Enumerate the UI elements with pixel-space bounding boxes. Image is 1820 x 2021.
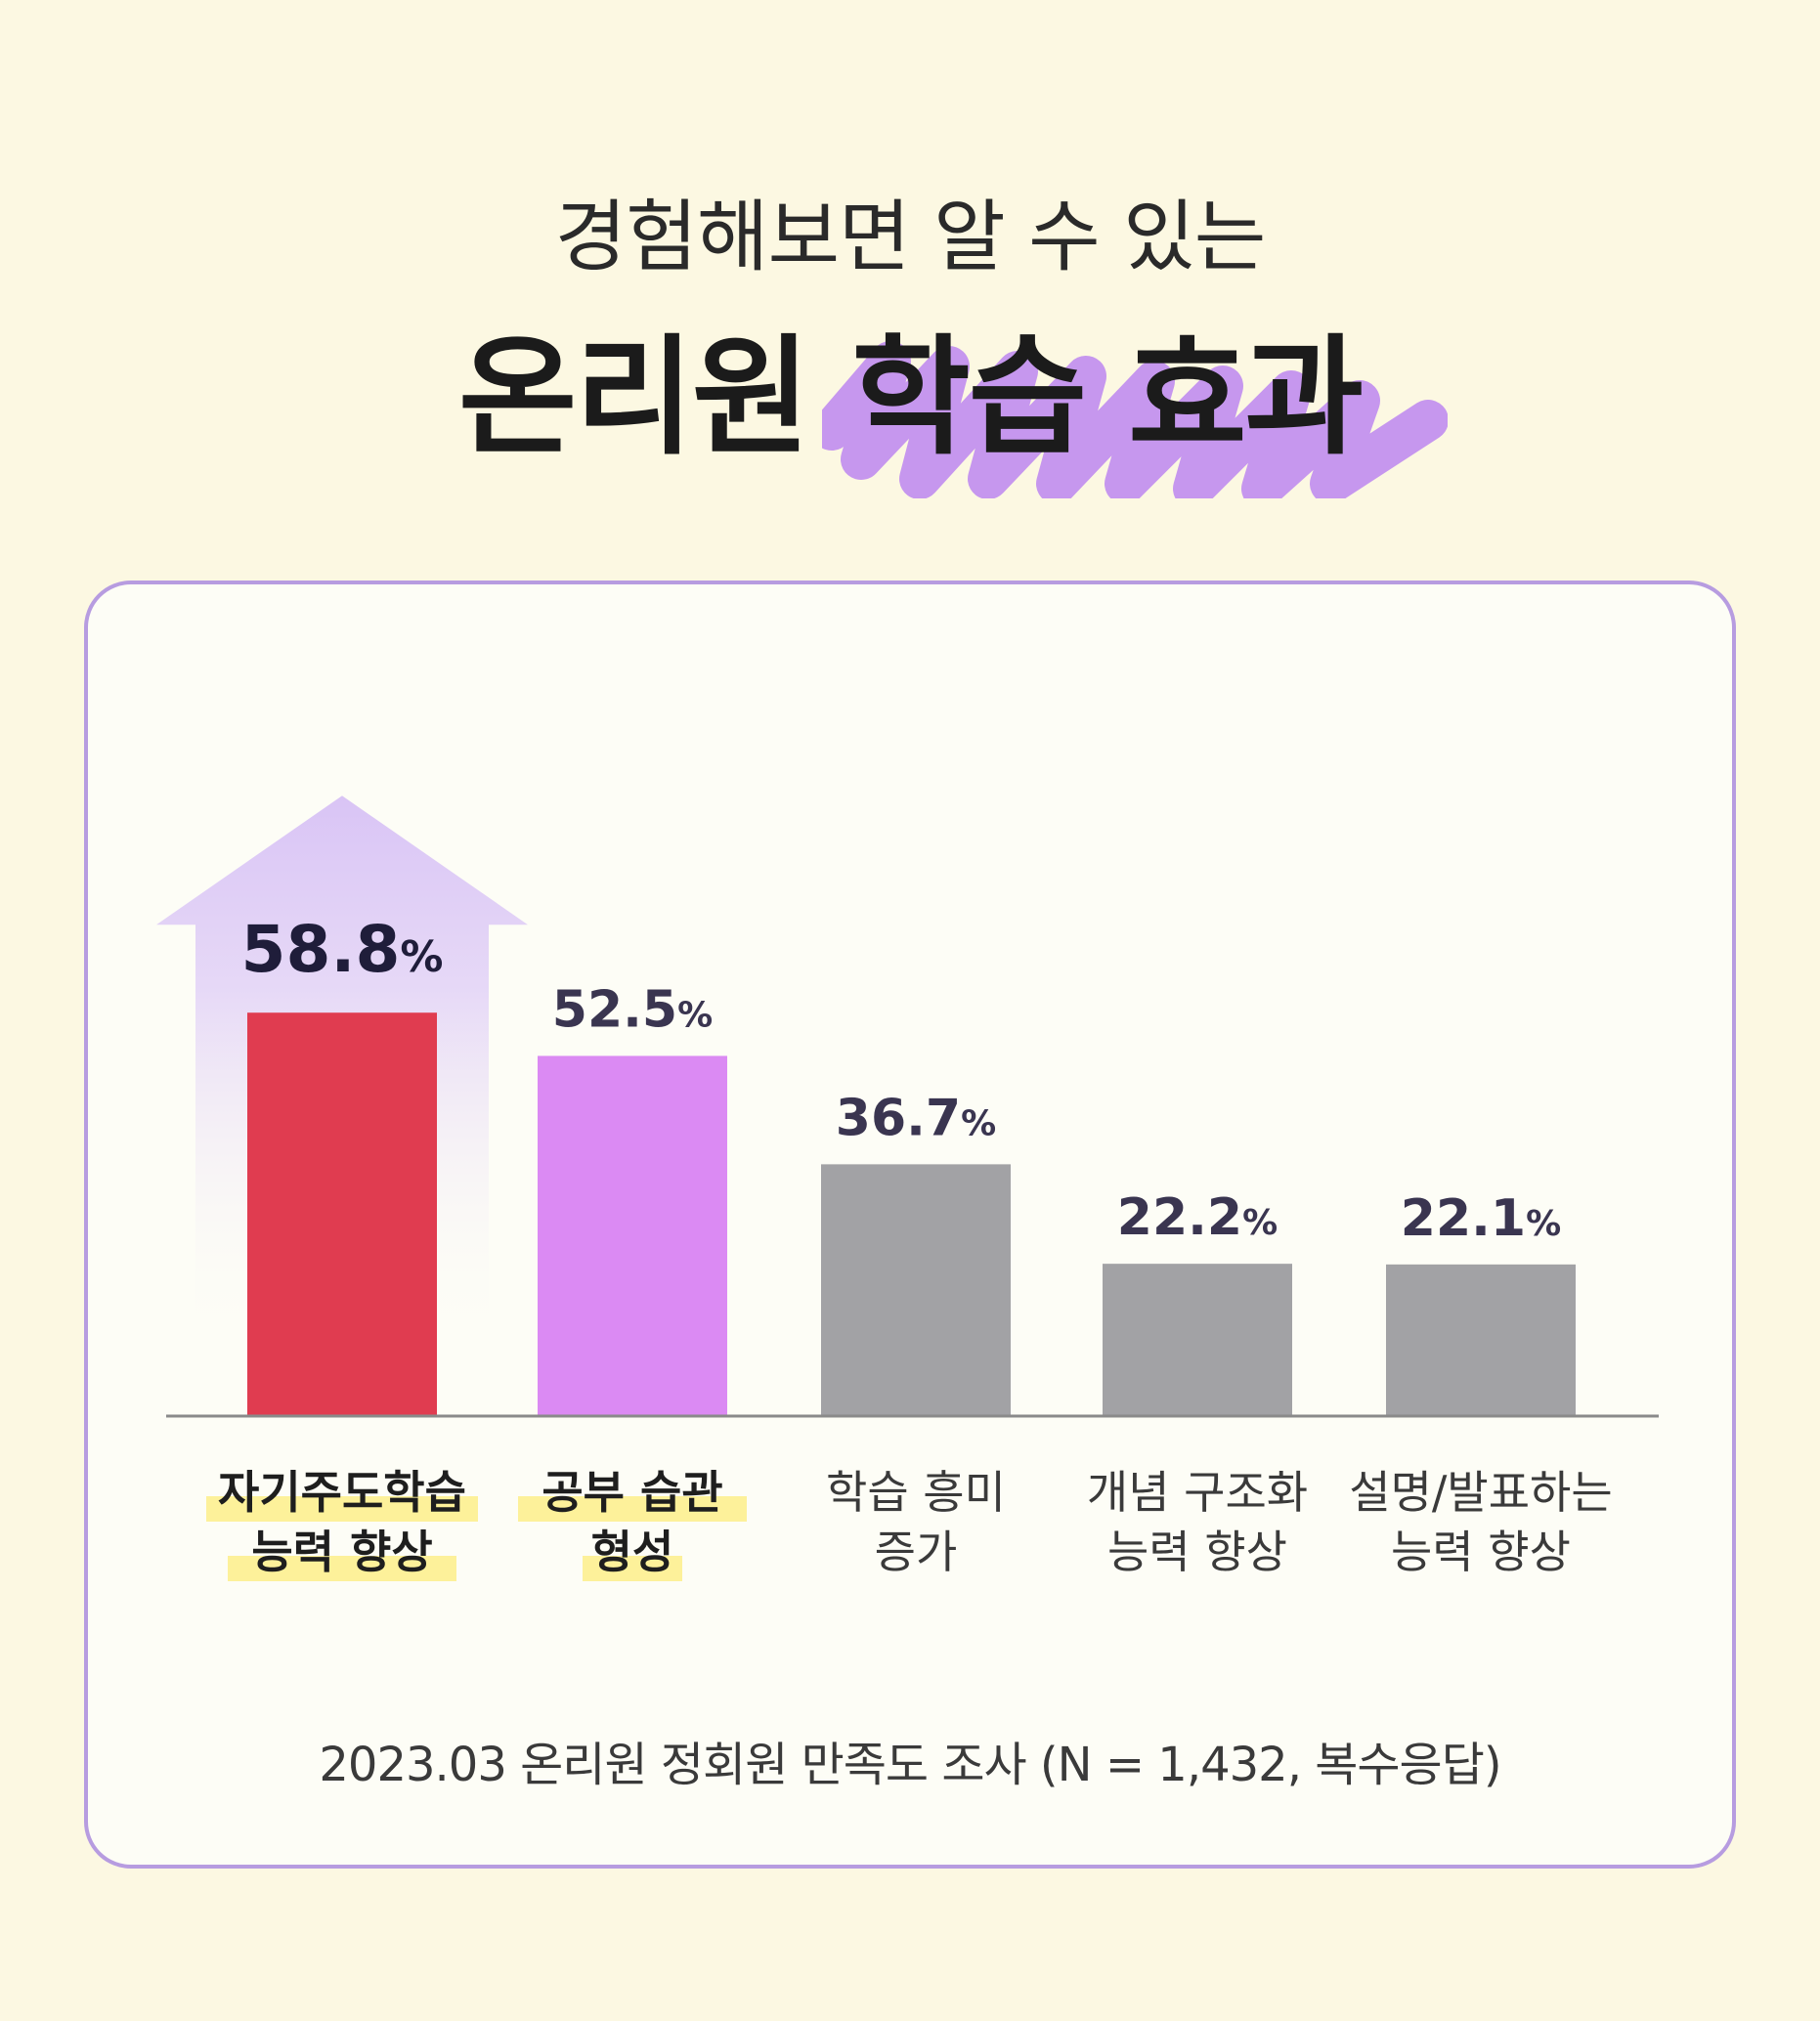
title-highlight-group: 학습 효과 bbox=[822, 293, 1449, 498]
bar-1 bbox=[247, 1012, 437, 1416]
category-highlight-2 bbox=[518, 1496, 747, 1522]
value-label-5: 22.1% bbox=[1401, 1189, 1561, 1248]
page-subtitle: 경험해보면 알 수 있는 bbox=[554, 192, 1267, 282]
category-label-2: 공부 습관 bbox=[542, 1466, 722, 1519]
category-label-1: 자기주도학습 bbox=[218, 1466, 466, 1519]
title-main: 온리원 bbox=[457, 322, 810, 473]
category-label-4: 개념 구조화 bbox=[1087, 1466, 1308, 1519]
bar-2 bbox=[538, 1055, 727, 1416]
category-highlight-1 bbox=[206, 1496, 478, 1522]
value-label-1: 58.8% bbox=[241, 912, 444, 987]
page-title: 온리원 학습 효과 bbox=[0, 293, 1820, 498]
bar-4 bbox=[1103, 1264, 1292, 1416]
category-highlight-1 bbox=[228, 1556, 456, 1581]
value-label-4: 22.2% bbox=[1117, 1188, 1278, 1247]
value-label-2: 52.5% bbox=[552, 980, 713, 1039]
category-label-3: 학습 흥미 bbox=[826, 1466, 1006, 1519]
title-highlight-text: 학습 효과 bbox=[851, 322, 1364, 473]
bar-3 bbox=[821, 1164, 1011, 1416]
category-label-5: 설명/발표하는 bbox=[1349, 1466, 1612, 1519]
value-label-3: 36.7% bbox=[836, 1089, 996, 1147]
category-label-1: 능력 향상 bbox=[251, 1526, 432, 1578]
category-label-3: 증가 bbox=[875, 1526, 958, 1578]
bar-5 bbox=[1386, 1264, 1576, 1416]
category-label-2: 형성 bbox=[591, 1526, 674, 1578]
category-highlight-2 bbox=[583, 1556, 682, 1581]
survey-footnote: 2023.03 온리원 정회원 만족도 조사 (N = 1,432, 복수응답) bbox=[319, 1738, 1501, 1792]
highlighter-scribble bbox=[822, 341, 1449, 498]
header: 경험해보면 알 수 있는 온리원 학습 효과 bbox=[0, 0, 1820, 547]
category-label-4: 능력 향상 bbox=[1107, 1526, 1287, 1578]
category-label-5: 능력 향상 bbox=[1391, 1526, 1571, 1578]
